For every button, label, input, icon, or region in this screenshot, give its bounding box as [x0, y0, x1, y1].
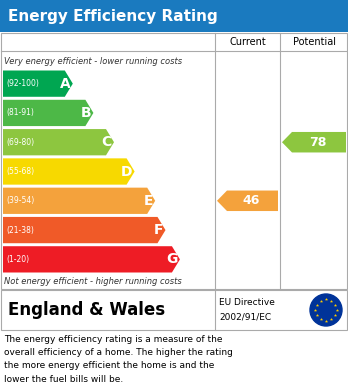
Text: C: C: [102, 135, 112, 149]
Polygon shape: [3, 188, 155, 214]
Polygon shape: [3, 100, 93, 126]
Text: (21-38): (21-38): [6, 226, 34, 235]
Bar: [0, 0, 348, 32]
Text: Energy Efficiency Rating: Energy Efficiency Rating: [8, 9, 218, 23]
Text: Potential: Potential: [293, 37, 335, 47]
Polygon shape: [3, 129, 114, 155]
Text: (39-54): (39-54): [6, 196, 34, 205]
Text: 2002/91/EC: 2002/91/EC: [219, 313, 271, 322]
Text: The energy efficiency rating is a measure of the
overall efficiency of a home. T: The energy efficiency rating is a measur…: [4, 335, 233, 384]
Text: England & Wales: England & Wales: [8, 301, 165, 319]
Polygon shape: [282, 132, 346, 152]
Text: (55-68): (55-68): [6, 167, 34, 176]
Text: E: E: [144, 194, 153, 208]
Text: Not energy efficient - higher running costs: Not energy efficient - higher running co…: [4, 278, 182, 287]
Text: (81-91): (81-91): [6, 108, 34, 117]
Polygon shape: [3, 70, 73, 97]
Text: Current: Current: [229, 37, 266, 47]
Bar: [1, 290, 347, 330]
Text: EU Directive: EU Directive: [219, 298, 275, 307]
Bar: [1, 33, 347, 289]
Text: A: A: [60, 77, 71, 91]
Text: 78: 78: [309, 136, 327, 149]
Text: G: G: [167, 252, 178, 266]
Text: (1-20): (1-20): [6, 255, 29, 264]
Text: Very energy efficient - lower running costs: Very energy efficient - lower running co…: [4, 57, 182, 66]
Text: (69-80): (69-80): [6, 138, 34, 147]
Text: D: D: [121, 165, 133, 179]
Text: (92-100): (92-100): [6, 79, 39, 88]
Polygon shape: [3, 158, 135, 185]
Text: F: F: [154, 223, 164, 237]
Circle shape: [310, 294, 342, 326]
Polygon shape: [3, 246, 180, 273]
Polygon shape: [217, 190, 278, 211]
Text: B: B: [81, 106, 92, 120]
Text: 46: 46: [243, 194, 260, 207]
Polygon shape: [3, 217, 166, 243]
